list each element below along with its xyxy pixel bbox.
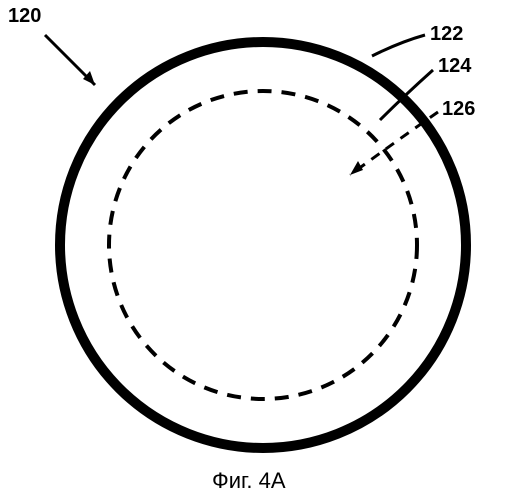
label-120-text: 120 (8, 5, 41, 27)
figure-caption: Фиг. 4A (212, 468, 286, 494)
arrowhead-126 (350, 161, 363, 175)
label-126: 126 (442, 98, 475, 121)
inner-dashed-circle (109, 91, 417, 399)
label-122: 122 (430, 23, 463, 46)
lead-line-124 (380, 70, 433, 120)
lead-line-122 (372, 35, 425, 56)
figure-caption-text: Фиг. 4A (212, 468, 286, 493)
label-126-text: 126 (442, 98, 475, 120)
label-124-text: 124 (438, 55, 471, 77)
label-120: 120 (8, 5, 41, 28)
label-124: 124 (438, 55, 471, 78)
label-122-text: 122 (430, 23, 463, 45)
outer-circle (60, 42, 466, 448)
